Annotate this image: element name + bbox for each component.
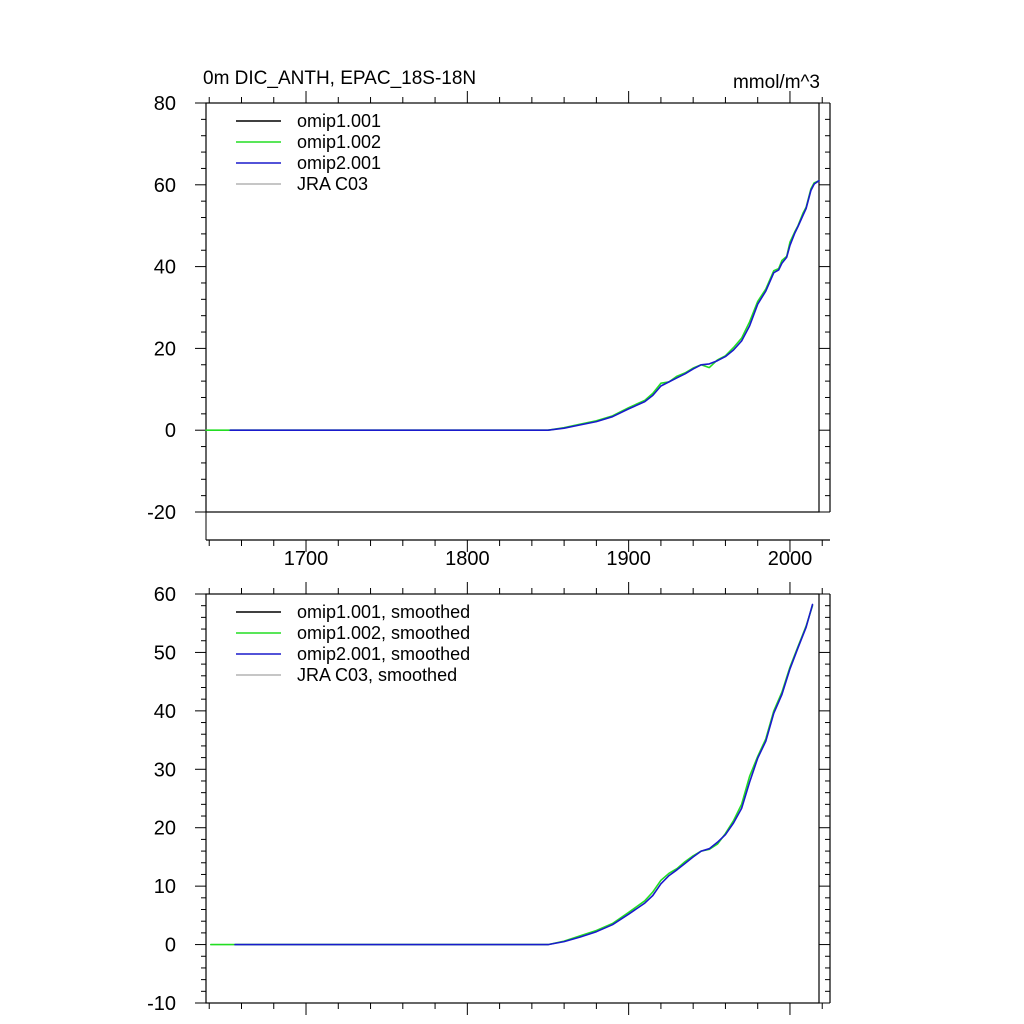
y-tick-label: 50 xyxy=(154,642,176,664)
y-tick-label: 60 xyxy=(154,175,176,197)
legend-label-omip2-001: omip2.001 xyxy=(297,153,381,173)
y-tick-label: 0 xyxy=(165,935,176,957)
tick-labels: -10 0 10 20 30 40 50 60 xyxy=(147,584,176,1015)
legend-label-jra-c03: JRA C03 xyxy=(297,174,368,194)
y-tick-label: 60 xyxy=(154,584,176,606)
y-tick-label: 30 xyxy=(154,759,176,781)
tick-labels: -20 0 20 40 60 80 1700 1800 1900 2000 xyxy=(147,93,812,570)
legend-label-omip1-001-smoothed: omip1.001, smoothed xyxy=(297,602,470,622)
y-tick-label: 10 xyxy=(154,876,176,898)
legend-label-omip2-001-smoothed: omip2.001, smoothed xyxy=(297,644,470,664)
y-tick-label: -10 xyxy=(147,993,176,1015)
series-layer xyxy=(205,179,820,432)
x-tick-label: 2000 xyxy=(768,548,813,570)
legend-label-omip1-002: omip1.002 xyxy=(297,132,381,152)
units-label: mmol/m^3 xyxy=(733,72,820,93)
series-line-omip1-002 xyxy=(205,179,820,432)
y-tick-label: -20 xyxy=(147,502,176,524)
x-tick-label: 1900 xyxy=(606,548,651,570)
legend-label-omip1-002-smoothed: omip1.002, smoothed xyxy=(297,623,470,643)
y-tick-label: 0 xyxy=(165,420,176,442)
legend-label-omip1-001: omip1.001 xyxy=(297,111,381,131)
y-tick-label: 40 xyxy=(154,701,176,723)
y-tick-label: 20 xyxy=(154,818,176,840)
legend-label-jra-c03-smoothed: JRA C03, smoothed xyxy=(297,665,457,685)
y-tick-label: 20 xyxy=(154,338,176,360)
tick-marks xyxy=(195,91,830,552)
series-line-omip2-001-smoothed xyxy=(234,603,814,946)
y-tick-label: 80 xyxy=(154,93,176,115)
x-tick-label: 1800 xyxy=(445,548,490,570)
plot-frame xyxy=(205,593,820,1004)
x-tick-label: 1700 xyxy=(284,548,329,570)
tick-marks xyxy=(195,582,830,1015)
series-line-omip2-001 xyxy=(229,179,820,432)
plot-frame xyxy=(205,102,820,513)
chart-title: 0m DIC_ANTH, EPAC_18S-18N xyxy=(203,68,476,89)
series-layer xyxy=(210,603,814,946)
y-tick-label: 40 xyxy=(154,257,176,279)
